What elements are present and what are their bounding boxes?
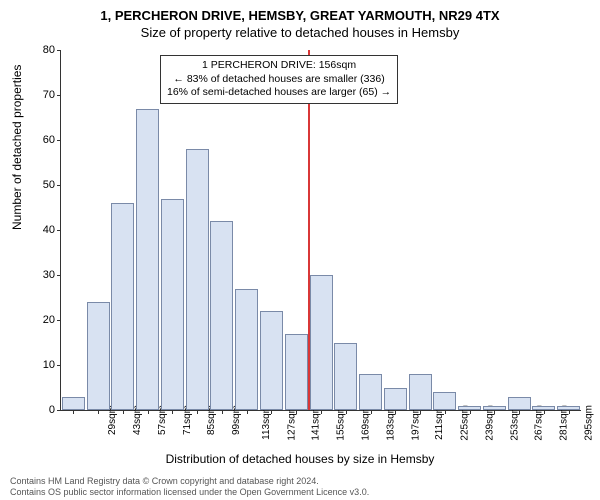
y-tick-mark: [57, 50, 61, 51]
x-tick-mark: [519, 410, 520, 414]
histogram-bar: [433, 392, 456, 410]
x-tick-label: 211sqm: [434, 405, 445, 440]
y-tick-mark: [57, 275, 61, 276]
annotation-box: 1 PERCHERON DRIVE: 156sqm ← 83% of detac…: [160, 55, 398, 104]
histogram-bar: [260, 311, 283, 410]
x-tick-mark: [494, 410, 495, 414]
y-tick-label: 50: [29, 179, 55, 191]
x-tick-mark: [98, 410, 99, 414]
annotation-line3: 16% of semi-detached houses are larger (…: [167, 86, 391, 100]
histogram-bar: [87, 302, 110, 410]
y-tick-label: 30: [29, 269, 55, 281]
x-tick-mark: [544, 410, 545, 414]
histogram-bar: [285, 334, 308, 411]
histogram-bar: [409, 374, 432, 410]
histogram-bar: [334, 343, 357, 411]
y-axis-label: Number of detached properties: [10, 65, 24, 230]
x-tick-mark: [123, 410, 124, 414]
y-tick-label: 10: [29, 359, 55, 371]
x-tick-mark: [395, 410, 396, 414]
x-tick-mark: [346, 410, 347, 414]
histogram-bar: [161, 199, 184, 411]
x-tick-mark: [445, 410, 446, 414]
y-tick-mark: [57, 230, 61, 231]
x-tick-mark: [569, 410, 570, 414]
annotation-line2: ← 83% of detached houses are smaller (33…: [167, 73, 391, 87]
chart-title-line1: 1, PERCHERON DRIVE, HEMSBY, GREAT YARMOU…: [0, 0, 600, 23]
y-tick-label: 80: [29, 44, 55, 56]
y-tick-mark: [57, 365, 61, 366]
y-tick-mark: [57, 320, 61, 321]
x-axis-label: Distribution of detached houses by size …: [0, 452, 600, 466]
annotation-line1: 1 PERCHERON DRIVE: 156sqm: [167, 59, 391, 73]
reference-line: [308, 50, 310, 410]
x-tick-mark: [420, 410, 421, 414]
x-tick-label: 113sqm: [261, 405, 272, 440]
footer-line1: Contains HM Land Registry data © Crown c…: [10, 476, 369, 487]
y-tick-mark: [57, 410, 61, 411]
footer-attribution: Contains HM Land Registry data © Crown c…: [10, 476, 369, 498]
x-tick-label: 295sqm: [583, 405, 594, 441]
histogram-bar: [62, 397, 85, 411]
x-tick-mark: [247, 410, 248, 414]
x-tick-mark: [321, 410, 322, 414]
histogram-bar: [384, 388, 407, 411]
x-tick-mark: [148, 410, 149, 414]
histogram-bar: [235, 289, 258, 411]
histogram-bar: [136, 109, 159, 411]
histogram-bar: [186, 149, 209, 410]
histogram-bar: [310, 275, 333, 410]
histogram-bar: [210, 221, 233, 410]
x-tick-mark: [371, 410, 372, 414]
y-tick-label: 20: [29, 314, 55, 326]
footer-line2: Contains OS public sector information li…: [10, 487, 369, 498]
chart-area: 0102030405060708029sqm43sqm57sqm71sqm85s…: [60, 50, 580, 410]
x-tick-mark: [271, 410, 272, 414]
y-tick-label: 0: [29, 404, 55, 416]
y-tick-label: 40: [29, 224, 55, 236]
x-tick-mark: [172, 410, 173, 414]
histogram-bar: [359, 374, 382, 410]
x-tick-mark: [470, 410, 471, 414]
y-tick-mark: [57, 140, 61, 141]
histogram-bar: [508, 397, 531, 411]
chart-container: 1, PERCHERON DRIVE, HEMSBY, GREAT YARMOU…: [0, 0, 600, 500]
x-tick-mark: [73, 410, 74, 414]
chart-title-line2: Size of property relative to detached ho…: [0, 23, 600, 40]
y-tick-label: 60: [29, 134, 55, 146]
plot-region: 0102030405060708029sqm43sqm57sqm71sqm85s…: [60, 50, 581, 411]
y-tick-mark: [57, 95, 61, 96]
y-tick-mark: [57, 185, 61, 186]
x-tick-mark: [296, 410, 297, 414]
x-tick-mark: [222, 410, 223, 414]
y-tick-label: 70: [29, 89, 55, 101]
histogram-bar: [111, 203, 134, 410]
x-tick-mark: [197, 410, 198, 414]
